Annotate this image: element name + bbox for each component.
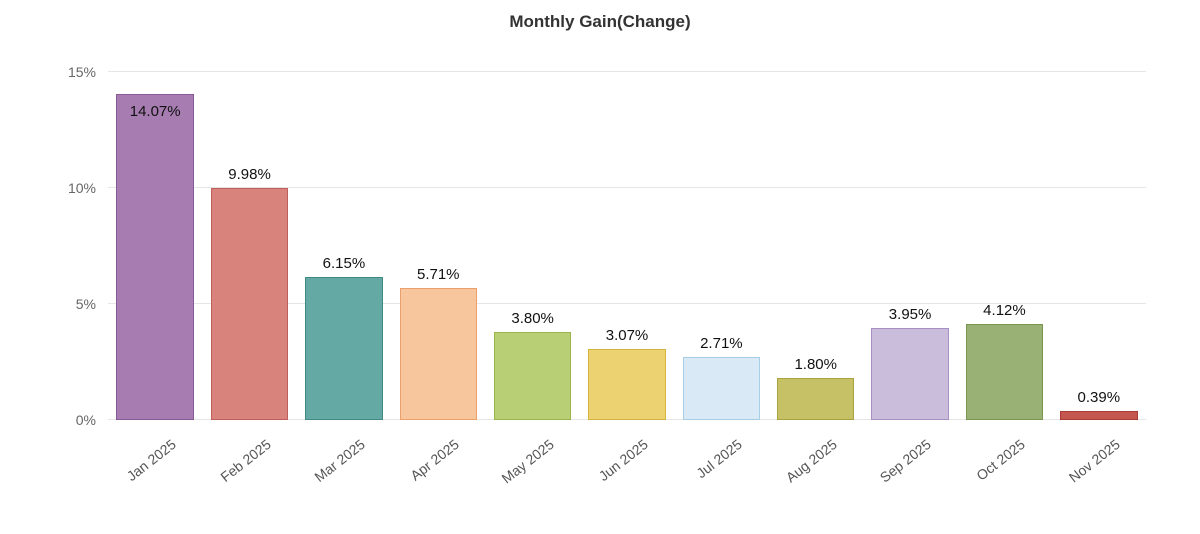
- bar-feb-2025[interactable]: [210, 188, 289, 420]
- y-axis-tick-label: 10%: [67, 180, 96, 196]
- bar-sep-2025[interactable]: [871, 328, 949, 420]
- value-label-sep-2025: 3.95%: [888, 306, 932, 324]
- bar-mar-2025[interactable]: [305, 277, 383, 420]
- bar-jul-2025[interactable]: [682, 357, 761, 420]
- gridline: [108, 187, 1146, 188]
- value-label-jul-2025: 2.71%: [700, 335, 743, 353]
- value-label-oct-2025: 4.12%: [983, 302, 1026, 320]
- value-label-jun-2025: 3.07%: [605, 326, 649, 344]
- chart-title: Monthly Gain(Change): [509, 12, 691, 31]
- value-label-apr-2025: 5.71%: [416, 265, 460, 283]
- value-label-nov-2025: 0.39%: [1077, 388, 1121, 406]
- bar-aug-2025[interactable]: [777, 378, 855, 420]
- bar-apr-2025[interactable]: [399, 287, 477, 420]
- y-axis-tick-label: 5%: [75, 296, 96, 312]
- bar-jun-2025[interactable]: [588, 348, 666, 420]
- value-label-mar-2025: 6.15%: [322, 255, 366, 273]
- value-label-aug-2025: 1.80%: [794, 356, 837, 374]
- y-axis-tick-label: 15%: [67, 64, 96, 80]
- gridline: [108, 71, 1146, 72]
- x-axis: Jan 2025 Feb 2025 Mar 2025 Apr 2025 May 2025…: [108, 428, 1146, 528]
- value-label-feb-2025: 9.98%: [228, 166, 271, 184]
- bar-oct-2025[interactable]: [965, 324, 1044, 420]
- y-axis: 0% 5% 10% 15%: [0, 64, 96, 428]
- bar-may-2025[interactable]: [493, 331, 572, 420]
- gridline: [108, 303, 1146, 304]
- value-label-jan-2025: 14.07%: [129, 102, 181, 120]
- bar-nov-2025[interactable]: [1060, 410, 1138, 420]
- y-axis-tick-label: 0%: [75, 412, 96, 428]
- plot-area: 14.07% 9.98% 6.15% 5.71% 3.80% 3.07% 2.71% 1.80…: [108, 71, 1146, 420]
- value-label-may-2025: 3.80%: [511, 309, 554, 327]
- bar-jan-2025[interactable]: [116, 93, 194, 420]
